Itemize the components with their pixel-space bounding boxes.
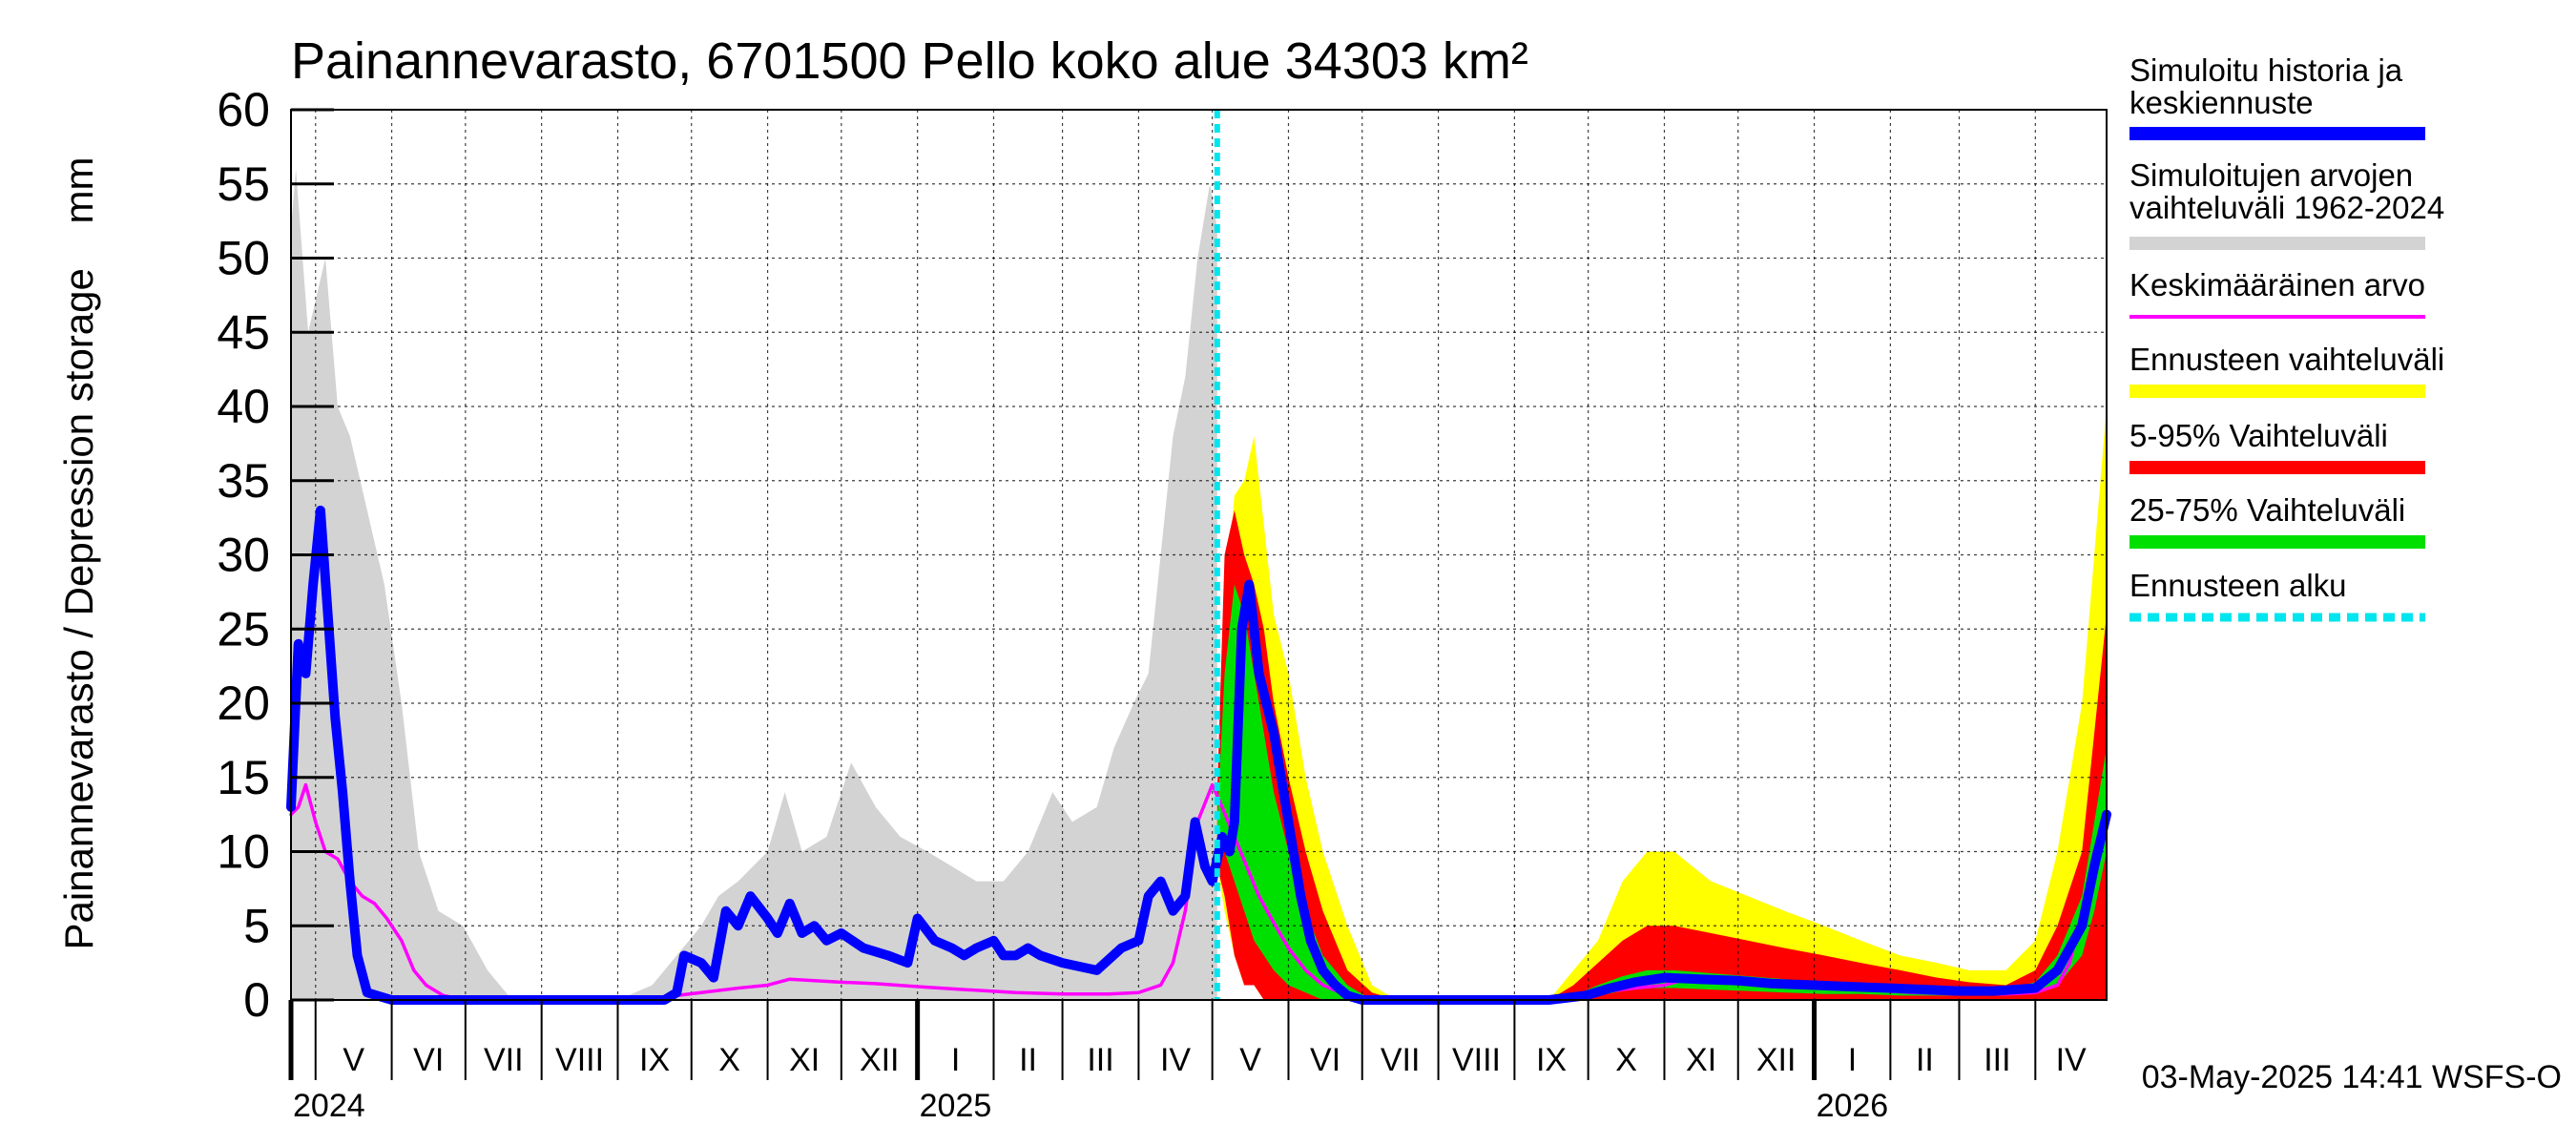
month-label-3: VIII — [555, 1042, 604, 1078]
month-label-0: V — [343, 1042, 364, 1078]
y-tick-label-0: 0 — [243, 973, 270, 1027]
month-label-6: XI — [789, 1042, 820, 1078]
y-tick-label-6: 30 — [217, 529, 270, 582]
month-label-11: IV — [1160, 1042, 1191, 1078]
y-tick-label-4: 20 — [217, 677, 270, 730]
year-label-2: 2026 — [1817, 1088, 1889, 1124]
legend-label-0: Simuloitu historia ja — [2129, 52, 2403, 88]
lines-layer — [286, 110, 2111, 1005]
legend-label-1: Simuloitujen arvojen — [2129, 157, 2413, 193]
month-label-4: IX — [639, 1042, 670, 1078]
y-tick-label-9: 45 — [217, 305, 270, 359]
y-tick-label-1: 5 — [243, 899, 270, 952]
y-tick-label-7: 35 — [217, 454, 270, 508]
month-label-14: VII — [1381, 1042, 1421, 1078]
y-tick-label-8: 40 — [217, 380, 270, 433]
month-label-23: IV — [2056, 1042, 2087, 1078]
series-band-3 — [1216, 584, 2107, 1000]
year-label-0: 2024 — [293, 1088, 365, 1124]
legend-label-6: Ennusteen alku — [2129, 568, 2347, 603]
month-label-17: X — [1615, 1042, 1637, 1078]
legend-label-1-line2: vaihteluväli 1962-2024 — [2129, 190, 2444, 225]
month-label-8: I — [951, 1042, 960, 1078]
month-label-1: VI — [413, 1042, 444, 1078]
series-line-1 — [286, 505, 2111, 1005]
y-axis-label: Painannevarasto / Depression storage mm — [56, 156, 101, 949]
month-label-7: XII — [860, 1042, 900, 1078]
year-label-1: 2025 — [920, 1088, 992, 1124]
y-tick-label-2: 10 — [217, 825, 270, 879]
footer-timestamp: 03-May-2025 14:41 WSFS-O — [2142, 1059, 2562, 1095]
month-label-16: IX — [1536, 1042, 1567, 1078]
chart-title: Painannevarasto, 6701500 Pello koko alue… — [291, 32, 1528, 90]
y-tick-label-11: 55 — [217, 157, 270, 211]
legend-label-0-line2: keskiennuste — [2129, 85, 2314, 120]
month-label-19: XII — [1756, 1042, 1797, 1078]
y-tick-label-5: 25 — [217, 602, 270, 656]
legend-label-2: Keskimääräinen arvo — [2129, 267, 2425, 302]
legend-label-3: Ennusteen vaihteluväli — [2129, 342, 2444, 377]
y-tick-label-12: 60 — [217, 83, 270, 136]
month-label-12: V — [1239, 1042, 1261, 1078]
month-label-9: II — [1019, 1042, 1037, 1078]
legend-label-5: 25-75% Vaihteluväli — [2129, 492, 2405, 528]
month-label-2: VII — [484, 1042, 524, 1078]
month-label-5: X — [718, 1042, 740, 1078]
month-label-18: XI — [1686, 1042, 1716, 1078]
y-tick-label-3: 15 — [217, 751, 270, 804]
month-label-22: III — [1984, 1042, 2010, 1078]
month-label-15: VIII — [1452, 1042, 1501, 1078]
y-tick-label-10: 50 — [217, 232, 270, 285]
month-label-10: III — [1087, 1042, 1113, 1078]
month-label-20: I — [1848, 1042, 1857, 1078]
month-label-21: II — [1916, 1042, 1934, 1078]
legend-label-4: 5-95% Vaihteluväli — [2129, 418, 2388, 453]
month-label-13: VI — [1310, 1042, 1340, 1078]
